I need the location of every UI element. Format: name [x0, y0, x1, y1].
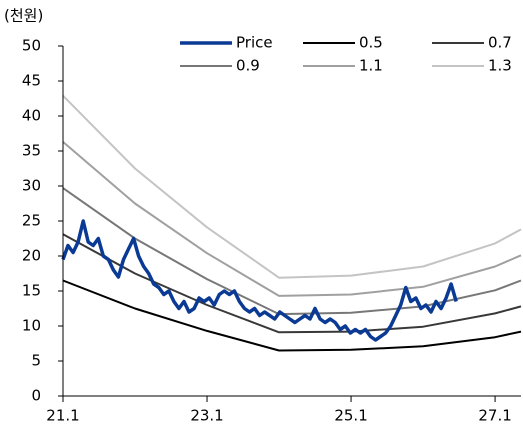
line-series — [62, 233, 522, 334]
line-series — [62, 141, 522, 297]
y-tick-label: 0 — [31, 387, 41, 405]
y-tick-label: 50 — [22, 37, 41, 55]
line-series — [62, 94, 522, 279]
legend-label: 0.7 — [488, 34, 512, 52]
y-tick-label: 15 — [22, 282, 41, 300]
legend-label: 1.1 — [359, 57, 383, 75]
y-tick-label: 25 — [22, 212, 41, 230]
x-tick-label: 23.1 — [190, 407, 223, 425]
x-tick-label: 27.1 — [478, 407, 511, 425]
y-tick-label: 10 — [22, 317, 41, 335]
y-tick-label: 45 — [22, 72, 41, 90]
x-tick-label: 21.1 — [46, 407, 79, 425]
y-tick-label: 35 — [22, 142, 41, 160]
line-series — [61, 219, 458, 342]
y-tick-label: 5 — [31, 352, 41, 370]
y-tick-label: 20 — [22, 247, 41, 265]
legend-label: 1.3 — [488, 57, 512, 75]
legend-label: Price — [236, 34, 273, 52]
y-unit-label: (천원) — [4, 7, 43, 25]
x-tick-label: 25.1 — [334, 407, 367, 425]
y-tick-label: 40 — [22, 107, 41, 125]
y-tick-label: 30 — [22, 177, 41, 195]
line-series — [62, 187, 522, 316]
line-series — [62, 279, 522, 352]
legend-label: 0.9 — [236, 57, 260, 75]
legend-label: 0.5 — [359, 34, 383, 52]
